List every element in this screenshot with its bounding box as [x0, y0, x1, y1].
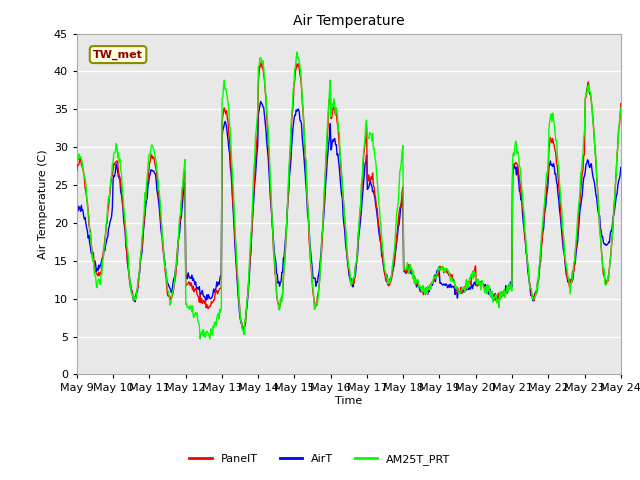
AM25T_PRT	[223, 95, 231, 100]
AirT	[73, 210, 81, 216]
Legend: PanelT, AirT, AM25T_PRT: PanelT, AirT, AM25T_PRT	[185, 450, 455, 469]
Title: Air Temperature: Air Temperature	[293, 14, 404, 28]
AM25T_PRT	[73, 160, 81, 166]
Line: AirT: AirT	[77, 102, 621, 329]
Line: AM25T_PRT: AM25T_PRT	[77, 52, 621, 339]
PanelT	[433, 271, 440, 277]
AirT	[83, 225, 90, 231]
AirT	[417, 289, 424, 295]
PanelT	[239, 327, 247, 333]
AirT	[139, 240, 147, 246]
PanelT	[83, 195, 90, 201]
PanelT	[73, 167, 81, 173]
AirT	[257, 99, 264, 105]
AirT	[194, 285, 202, 290]
AM25T_PRT	[293, 49, 301, 55]
Text: TW_met: TW_met	[93, 49, 143, 60]
PanelT	[257, 59, 265, 64]
AM25T_PRT	[194, 318, 202, 324]
AirT	[223, 124, 230, 130]
PanelT	[417, 286, 424, 292]
AM25T_PRT	[417, 284, 424, 290]
Y-axis label: Air Temperature (C): Air Temperature (C)	[38, 149, 48, 259]
AM25T_PRT	[433, 275, 440, 280]
PanelT	[194, 293, 202, 299]
X-axis label: Time: Time	[335, 396, 362, 406]
AM25T_PRT	[617, 105, 625, 110]
PanelT	[223, 108, 230, 114]
PanelT	[617, 101, 625, 107]
AirT	[433, 274, 440, 279]
AirT	[617, 165, 625, 170]
AirT	[240, 326, 248, 332]
AM25T_PRT	[139, 229, 147, 235]
PanelT	[139, 233, 147, 239]
AM25T_PRT	[83, 192, 90, 198]
AM25T_PRT	[206, 336, 214, 342]
Line: PanelT: PanelT	[77, 61, 621, 330]
